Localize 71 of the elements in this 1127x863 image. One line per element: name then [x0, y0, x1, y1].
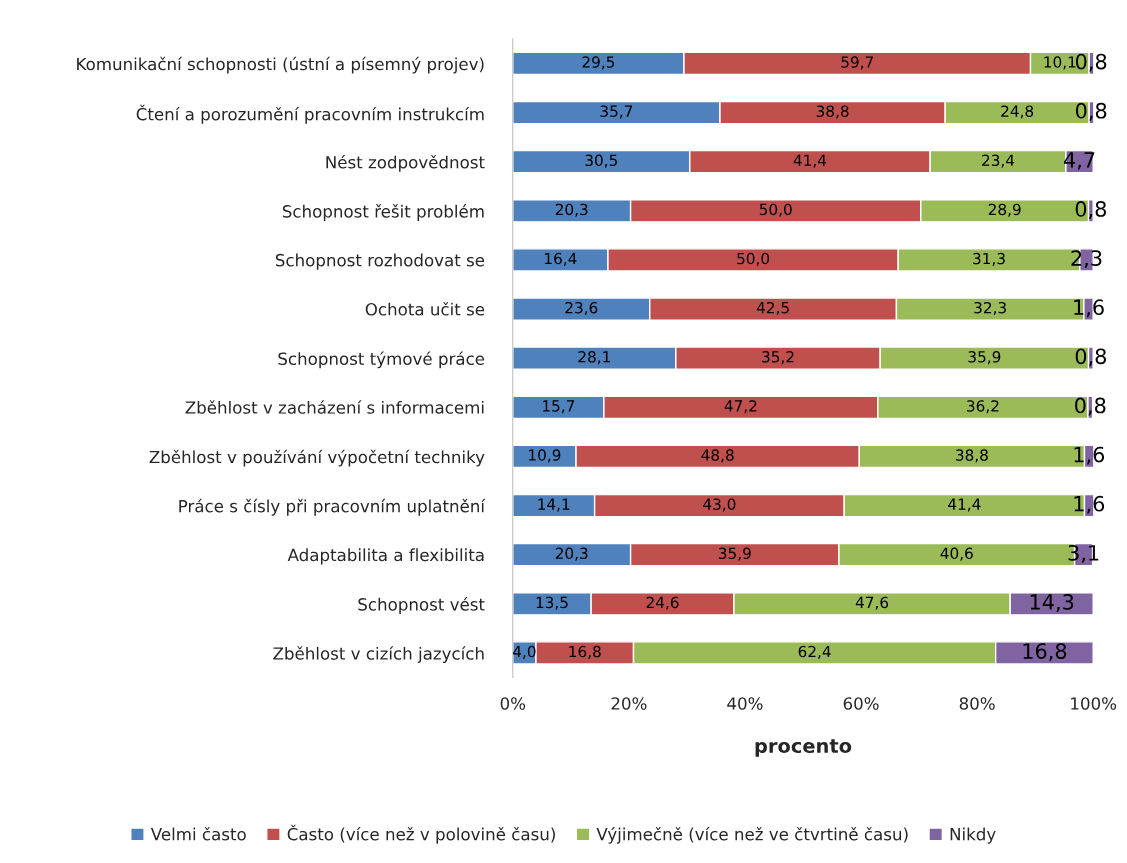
- data-label: 15,7: [543, 400, 575, 414]
- data-label: 35,9: [718, 547, 751, 561]
- data-label: 16,8: [1023, 643, 1067, 662]
- data-label: 23,4: [982, 154, 1015, 168]
- y-tick-label: Komunikační schopnosti (ústní a písemný projev): [77, 56, 484, 74]
- y-tick-label: Ochota učit se: [365, 302, 485, 316]
- x-tick-label: 100%: [1071, 697, 1117, 710]
- y-tick-label: Schopnost vést: [358, 597, 485, 614]
- data-label: 47,6: [855, 596, 889, 610]
- data-label: 1,6: [1074, 446, 1105, 465]
- x-tick-label: 20%: [611, 697, 647, 710]
- data-label: 0,8: [1075, 53, 1107, 72]
- data-label: 41,4: [793, 154, 827, 168]
- data-label: 59,7: [841, 56, 873, 70]
- x-axis-title: procento: [755, 739, 852, 757]
- x-tick-label: 80%: [959, 697, 995, 710]
- data-label: 35,7: [600, 105, 633, 119]
- data-label: 35,9: [968, 351, 1001, 365]
- data-label: 10,1: [1044, 56, 1076, 70]
- data-label: 47,2: [724, 400, 757, 414]
- data-label: 32,3: [974, 301, 1006, 316]
- data-label: 0,8: [1075, 348, 1107, 367]
- data-label: 14,1: [538, 498, 570, 512]
- legend-label: Výjimečně (více než ve čtvrtině času): [596, 826, 908, 844]
- data-label: 31,3: [973, 252, 1005, 266]
- data-label: 43,0: [703, 498, 736, 512]
- data-label: 30,5: [585, 154, 617, 168]
- data-label: 16,4: [545, 252, 577, 266]
- y-tick-label: Nést zodpovědnost: [326, 154, 485, 172]
- y-tick-label: Schopnost řešit problém: [282, 204, 484, 221]
- data-label: 24,6: [646, 596, 679, 610]
- data-label: 1,6: [1074, 299, 1104, 318]
- x-tick-label: 60%: [843, 697, 879, 710]
- data-label: 35,2: [762, 351, 794, 365]
- data-label: 38,8: [816, 105, 849, 119]
- data-label: 40,6: [940, 547, 973, 561]
- data-label: 13,5: [536, 596, 568, 610]
- data-label: 23,6: [565, 301, 598, 316]
- data-label: 42,5: [756, 301, 789, 316]
- data-label: 28,9: [988, 203, 1021, 217]
- y-tick-label: Schopnost týmové práce: [278, 351, 485, 369]
- data-label: 2,3: [1071, 250, 1102, 269]
- y-tick-label: Schopnost rozhodovat se: [275, 253, 485, 270]
- data-label: 28,1: [578, 351, 610, 365]
- data-label: 16,8: [569, 645, 601, 659]
- y-tick-label: Zběhlost v cizích jazycích: [273, 646, 484, 664]
- y-tick-label: Zběhlost v zacházení s informacemi: [185, 400, 484, 414]
- x-tick-label: 40%: [727, 697, 763, 710]
- data-label: 20,3: [555, 547, 588, 561]
- x-tick-label: 0%: [500, 697, 526, 710]
- data-label: 0,8: [1075, 201, 1107, 219]
- legend-label: Často (více než v polovině času): [287, 824, 555, 844]
- data-label: 36,2: [967, 400, 999, 414]
- data-label: 14,3: [1030, 594, 1074, 612]
- data-label: 41,4: [948, 498, 981, 512]
- y-tick-label: Čtení a porozumění pracovním instrukcím: [136, 104, 484, 124]
- data-label: 48,8: [701, 449, 734, 463]
- data-label: 50,0: [759, 203, 792, 217]
- data-label: 50,0: [737, 252, 770, 266]
- y-tick-label: Adaptabilita a flexibilita: [287, 548, 484, 565]
- data-label: 62,4: [798, 645, 831, 659]
- y-tick-label: Práce s čísly při pracovním uplatnění: [179, 498, 486, 516]
- data-label: 24,8: [1001, 105, 1034, 119]
- data-label: 1,6: [1074, 495, 1105, 514]
- data-label: 29,5: [582, 56, 615, 70]
- data-label: 10,9: [529, 449, 561, 463]
- data-label: 38,8: [956, 449, 988, 463]
- y-tick-label: Zběhlost v používání výpočetní techniky: [149, 449, 485, 467]
- legend-label: Nikdy: [950, 827, 996, 844]
- data-label: 20,3: [555, 203, 588, 217]
- legend-label: Velmi často: [150, 826, 246, 841]
